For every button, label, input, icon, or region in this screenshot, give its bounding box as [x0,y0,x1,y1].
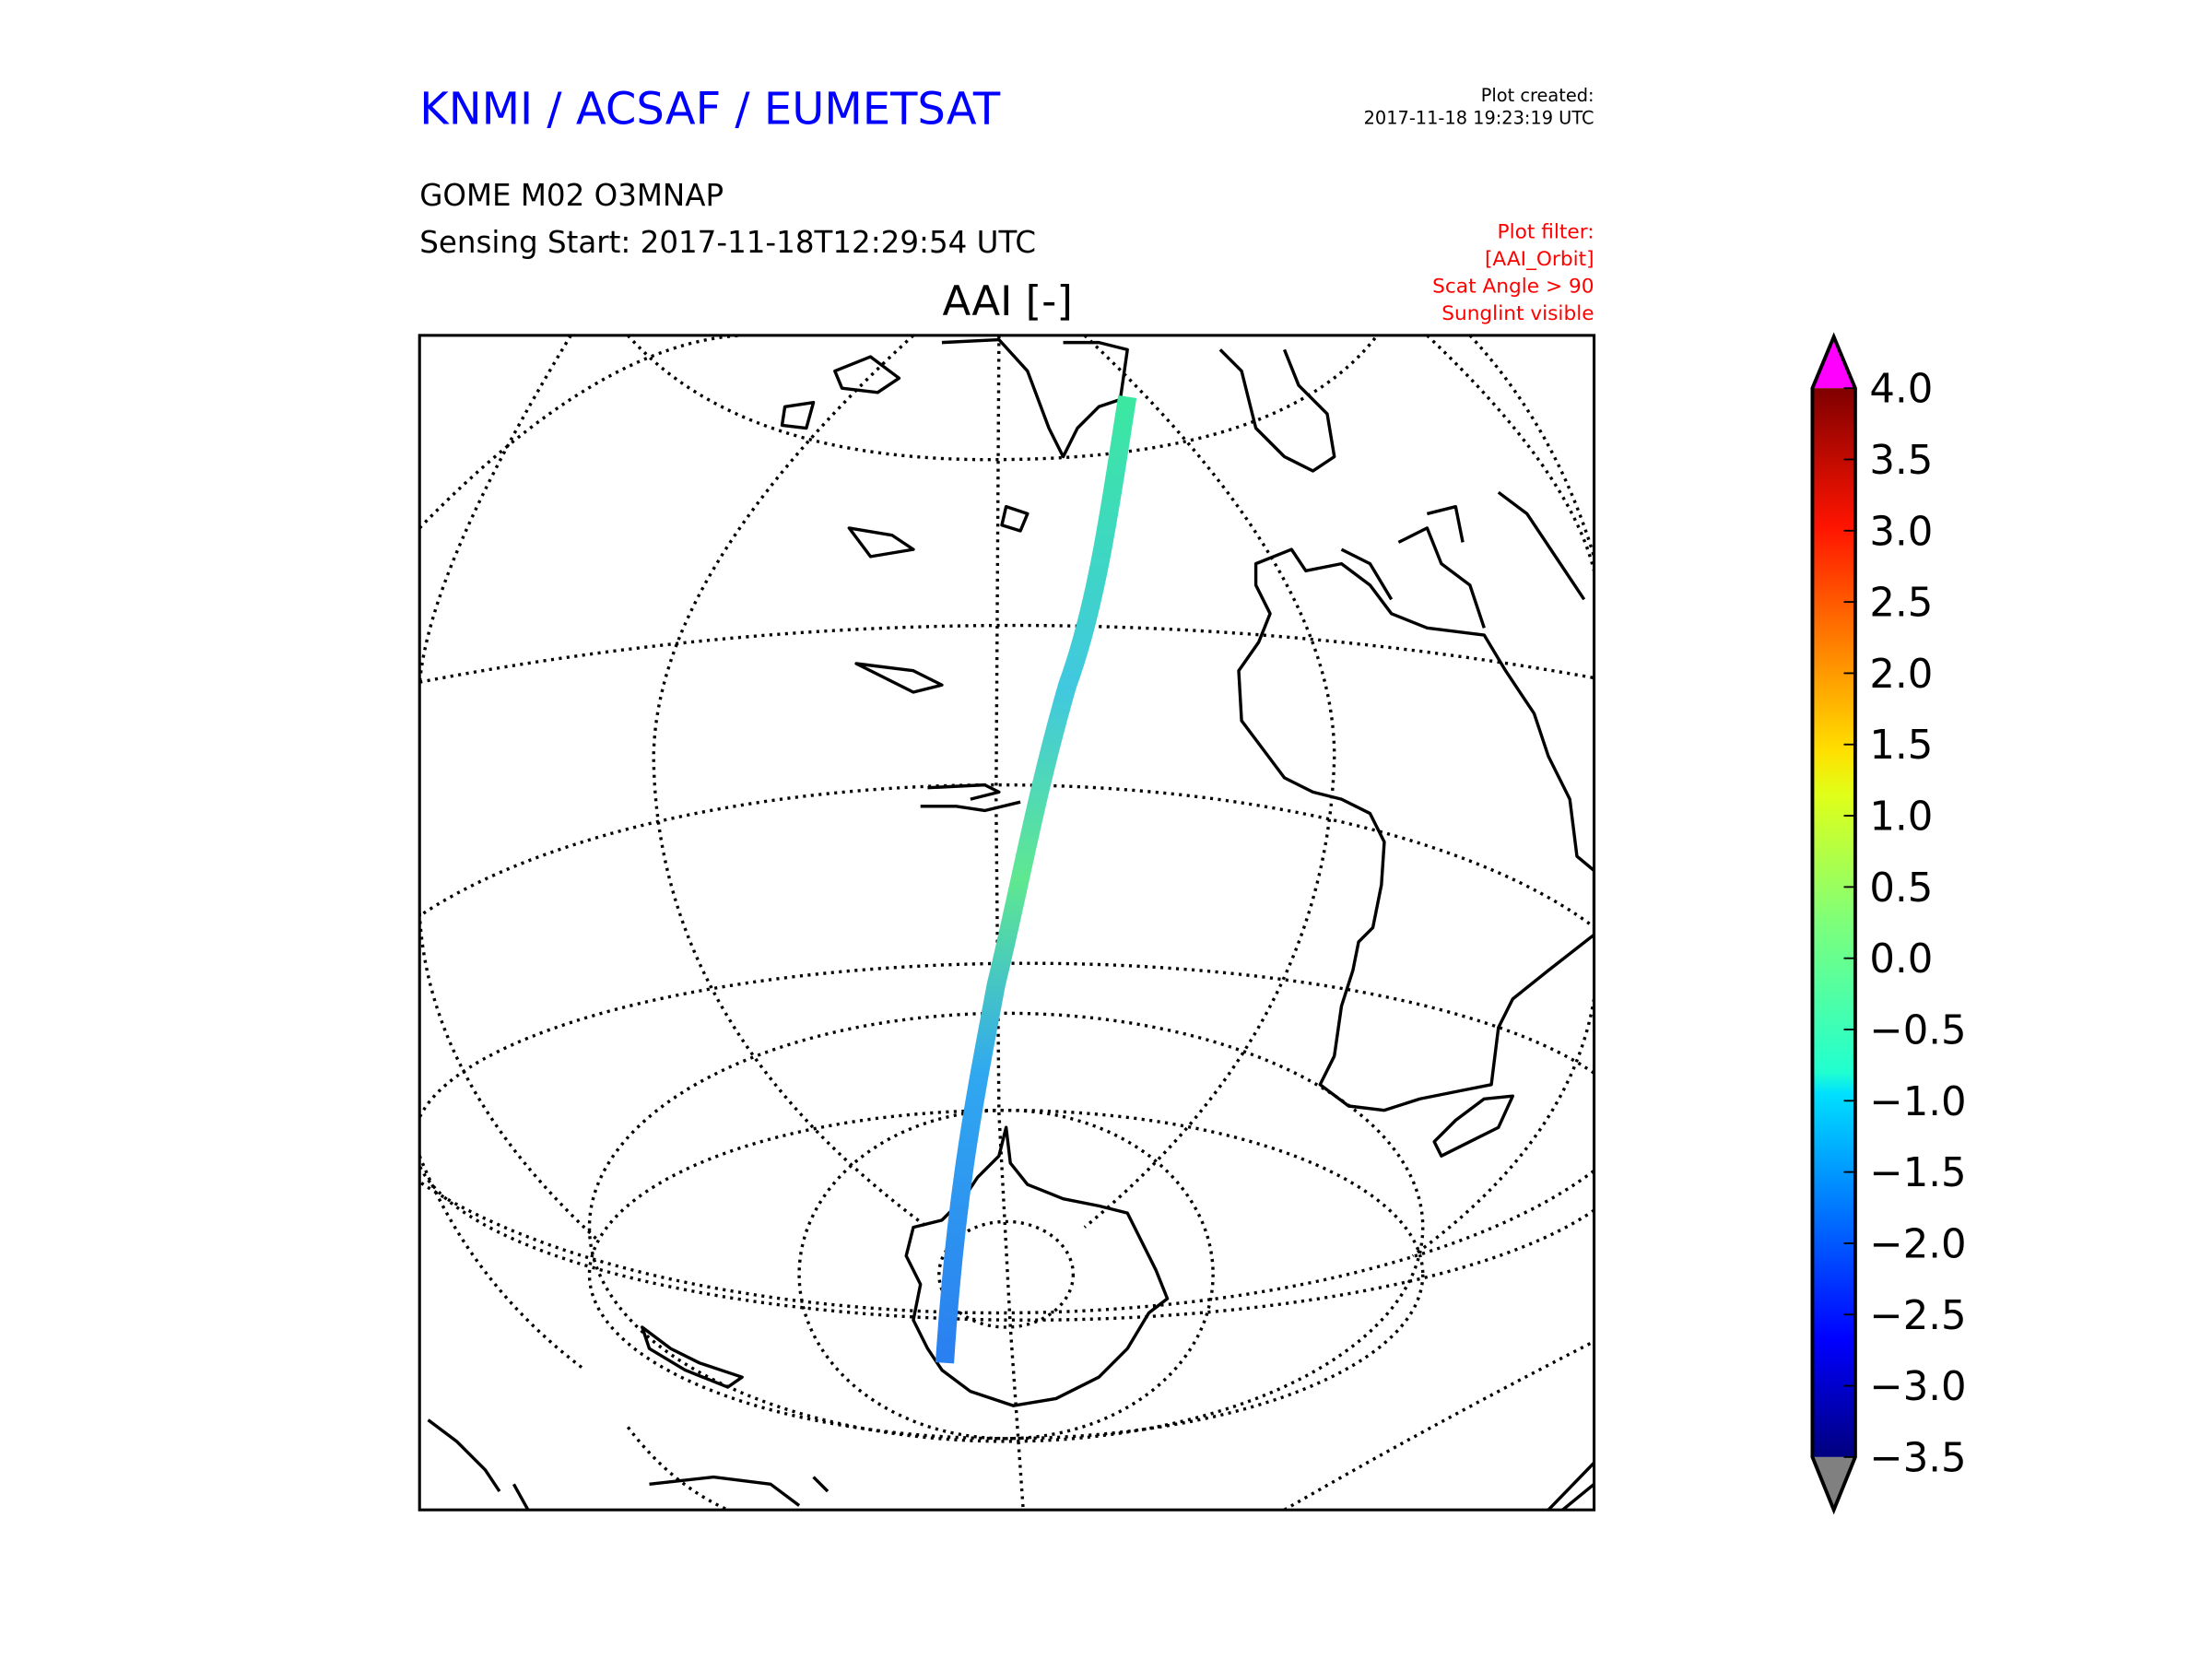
colorbar-tick-label: −3.0 [1869,1364,1966,1410]
colorbar-tick-label: −1.0 [1869,1079,1966,1125]
colorbar-tick-label: 0.0 [1869,936,1933,982]
coast-se-corner [1547,1461,1594,1511]
colorbar-tick-label: −0.5 [1869,1007,1966,1053]
sensing-start: Sensing Start: 2017-11-18T12:29:54 UTC [419,225,1036,260]
plot-filter-line: Sunglint visible [1441,302,1594,325]
colorbar: 4.0 3.5 3.0 2.5 2.0 1.5 1.0 0.5 0.0 −0.5 −1.0 −1.5 −… [1810,332,1967,1515]
colorbar-tick-label: 1.5 [1869,723,1933,769]
map-area [419,335,1594,1511]
map-title: AAI [-] [942,276,1072,325]
coast-greenland [941,337,1129,459]
graticule [419,335,1594,1511]
plot-filter-line: [AAI_Orbit] [1485,248,1594,271]
colorbar-tick-label: 3.0 [1869,509,1933,555]
colorbar-tick-label: 2.0 [1869,652,1933,698]
map-frame [418,334,1596,1512]
coast-caribbean [920,782,1021,813]
org-title: KNMI / ACSAF / EUMETSAT [419,84,1001,135]
colorbar-tick-label: −2.5 [1869,1293,1966,1339]
colorbar-gradient [1812,388,1855,1457]
colorbar-tick-label: 4.0 [1869,367,1933,413]
satellite-swath [935,394,1137,1364]
coast-arctic-islands [780,355,1030,694]
colorbar-tick-label: −3.5 [1869,1435,1966,1481]
colorbar-over-arrow [1812,336,1855,389]
coastlines [427,337,1594,1511]
colorbar-tick-label: −2.0 [1869,1221,1966,1267]
plot-created-label: Plot created: [1481,85,1594,106]
colorbar-tick-label: 3.5 [1869,438,1933,484]
product-name: GOME M02 O3MNAP [419,178,724,213]
coast-madagascar [1432,1094,1514,1158]
plot-filter-line: Plot filter: [1498,221,1594,244]
plot-created-value: 2017-11-18 19:23:19 UTC [1364,108,1594,129]
colorbar-tick-label: 0.5 [1869,865,1933,912]
coast-south-america [427,1325,830,1511]
coast-europe-north [1218,348,1586,629]
colorbar-tick-label: 2.5 [1869,581,1933,627]
colorbar-tick-label: 1.0 [1869,794,1933,841]
plot-filter-line: Scat Angle > 90 [1432,275,1594,298]
colorbar-under-arrow [1812,1456,1855,1511]
coast-antarctica [904,1125,1170,1407]
coast-africa-europe [1237,547,1594,1112]
colorbar-tick-label: −1.5 [1869,1150,1966,1196]
